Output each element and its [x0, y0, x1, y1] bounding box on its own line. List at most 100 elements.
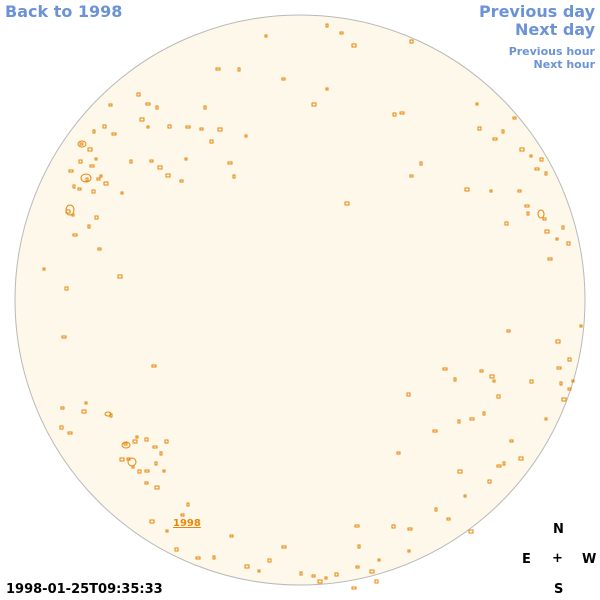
contour-speck: [145, 102, 151, 106]
contour-speck: [407, 527, 413, 531]
contour-speck: [406, 392, 411, 397]
contour-speck: [151, 364, 157, 368]
contour-speck: [567, 357, 572, 362]
previous-hour-link[interactable]: Previous hour: [508, 45, 595, 58]
contour-speck: [79, 142, 84, 146]
contour-speck: [195, 556, 201, 560]
contour-speck: [108, 103, 113, 107]
contour-speck: [72, 233, 78, 237]
contour-speck: [97, 247, 102, 251]
contour-speck: [492, 379, 496, 383]
contour-speck: [68, 169, 74, 173]
contour-speck: [539, 157, 544, 162]
contour-speck: [120, 191, 124, 195]
contour-speck: [209, 139, 214, 144]
contour-speck: [512, 116, 517, 120]
contour-speck: [72, 184, 76, 189]
contour-speck: [132, 439, 138, 444]
contour-speck: [392, 112, 397, 117]
contour-speck: [469, 417, 475, 421]
contour-speck: [529, 154, 533, 158]
solar-disk: [14, 14, 586, 586]
contour-speck: [94, 157, 98, 161]
contour-speck: [453, 377, 457, 382]
contour-speck: [468, 529, 474, 534]
contour-speck: [146, 125, 150, 129]
compass-west-label: W: [582, 552, 597, 567]
contour-speck: [155, 105, 159, 110]
contour-speck: [502, 461, 506, 466]
contour-speck: [464, 187, 470, 192]
contour-speck: [567, 387, 572, 391]
contour-speck: [77, 187, 82, 191]
contour-speck: [119, 457, 125, 462]
contour-speck: [317, 579, 323, 584]
contour-speck: [186, 502, 190, 507]
contour-speck: [419, 161, 423, 166]
contour-loop: [80, 173, 92, 183]
contour-speck: [59, 425, 64, 430]
next-day-link[interactable]: Next day: [515, 20, 595, 39]
observation-timestamp: 1998-01-25T09:35:33: [6, 582, 163, 597]
contour-speck: [355, 565, 360, 569]
contour-speck: [506, 329, 511, 333]
contour-speck: [579, 324, 583, 328]
contour-speck: [212, 555, 216, 560]
contour-speck: [547, 257, 553, 261]
contour-speck: [334, 572, 339, 577]
contour-speck: [518, 456, 524, 461]
contour-speck: [180, 513, 185, 517]
contour-speck: [409, 174, 414, 178]
contour-speck: [351, 43, 357, 48]
contour-speck: [78, 159, 83, 164]
contour-speck: [311, 574, 316, 578]
contour-loop: [104, 411, 112, 417]
contour-speck: [434, 507, 438, 512]
contour-speck: [509, 439, 514, 443]
contour-speck: [504, 221, 509, 226]
back-to-year-link[interactable]: Back to 1998: [5, 2, 123, 21]
contour-speck: [103, 181, 109, 186]
contour-speck: [482, 411, 486, 416]
contour-speck: [264, 34, 268, 38]
contour-speck: [203, 105, 207, 110]
contour-speck: [157, 165, 163, 170]
contour-speck: [542, 217, 547, 221]
contour-speck: [184, 157, 188, 161]
contour-speck: [477, 126, 482, 131]
contour-speck: [89, 164, 95, 168]
contour-speck: [489, 189, 493, 193]
contour-speck: [167, 124, 172, 129]
contour-speck: [281, 77, 286, 81]
contour-speck: [399, 111, 405, 115]
contour-speck: [526, 211, 530, 216]
previous-day-link[interactable]: Previous day: [478, 2, 595, 21]
contour-speck: [517, 189, 522, 193]
contour-speck: [85, 177, 89, 182]
next-hour-link[interactable]: Next hour: [533, 58, 596, 71]
contour-loop: [121, 441, 131, 449]
contour-speck: [487, 479, 492, 484]
contour-speck: [519, 147, 525, 152]
contour-speck: [324, 576, 328, 580]
contour-speck: [179, 179, 184, 183]
contour-loop: [537, 209, 545, 219]
contour-speck: [496, 464, 502, 468]
active-region-link[interactable]: 1998: [173, 518, 201, 529]
contour-speck: [463, 494, 467, 498]
contour-speck: [479, 369, 484, 373]
contour-speck: [442, 367, 448, 371]
contour-speck: [154, 461, 158, 466]
contour-speck: [229, 534, 234, 538]
contour-speck: [139, 117, 145, 122]
compass-east-label: E: [522, 552, 531, 567]
contour-speck: [501, 129, 505, 134]
contour-speck: [96, 177, 101, 181]
contour-speck: [534, 167, 540, 171]
contour-speck: [544, 417, 548, 421]
contour-speck: [94, 215, 99, 220]
contour-speck: [556, 366, 562, 370]
contour-speck: [111, 132, 117, 136]
contour-speck: [325, 87, 329, 91]
contour-speck: [344, 201, 350, 206]
